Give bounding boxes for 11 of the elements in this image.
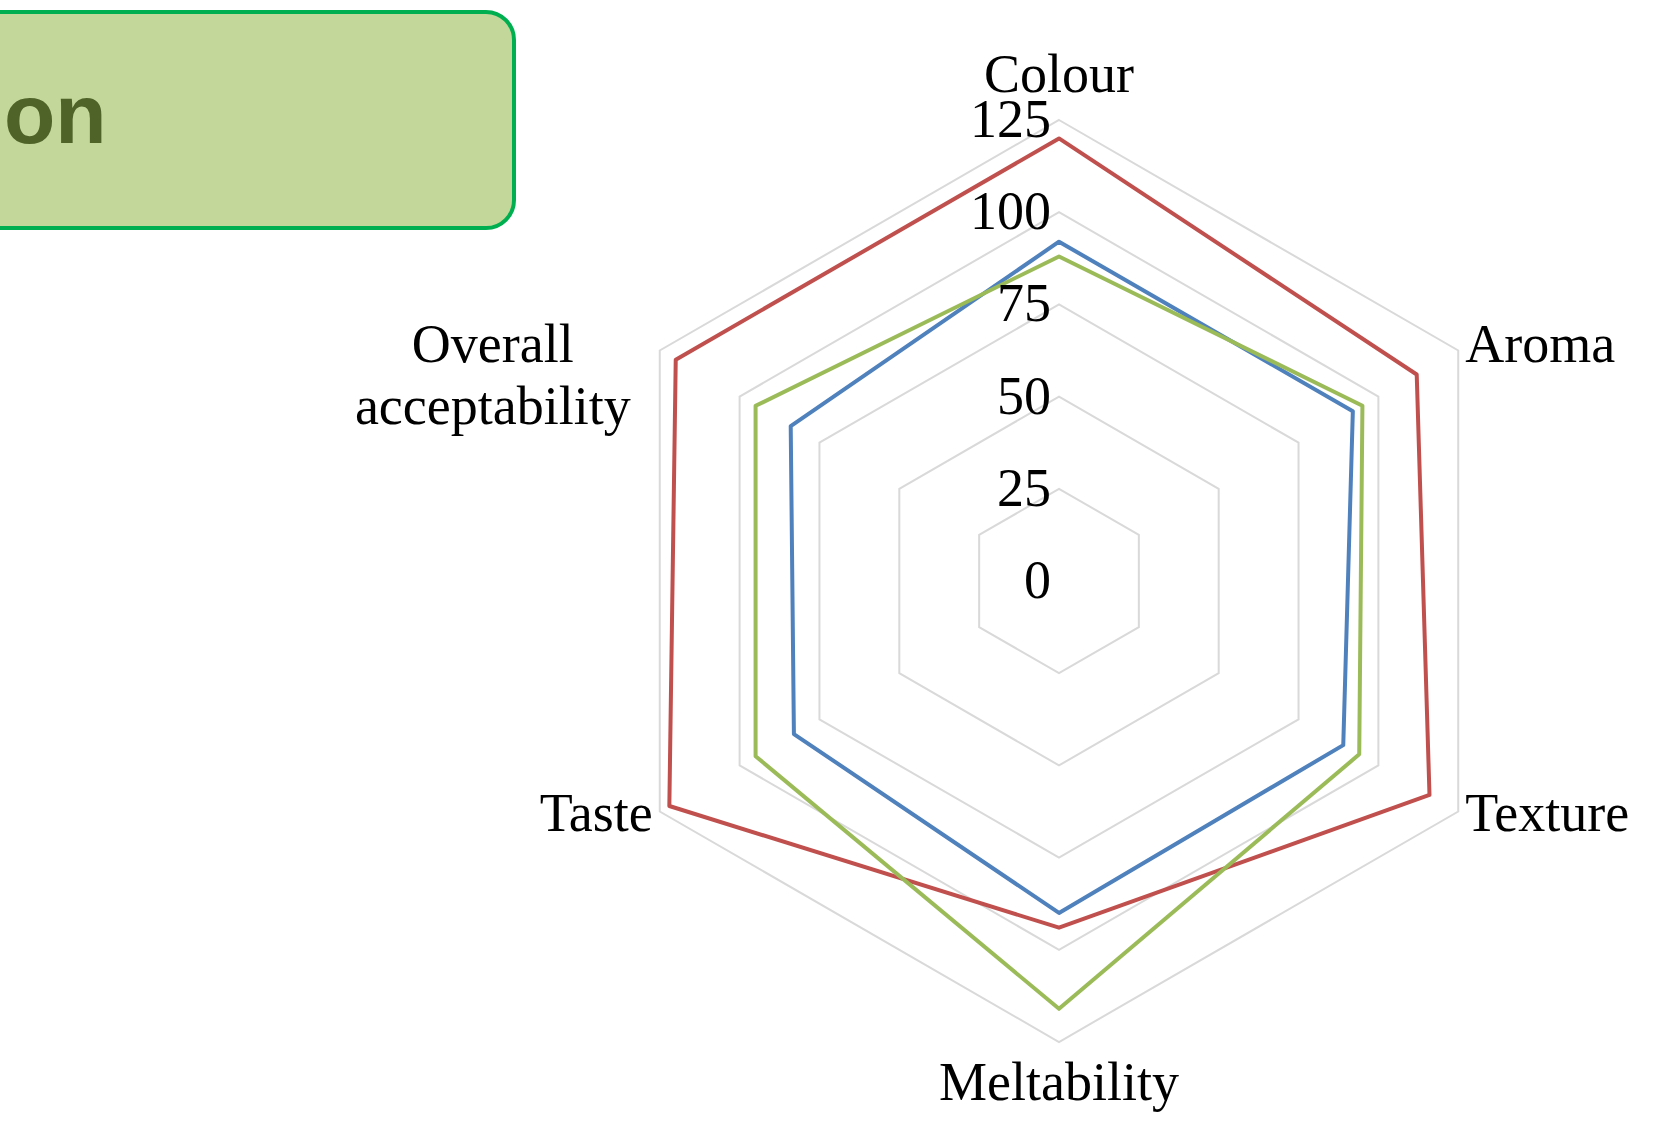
y-tick-label: 75 bbox=[997, 273, 1051, 334]
y-tick-label: 0 bbox=[1024, 550, 1051, 610]
y-tick-label: 100 bbox=[970, 181, 1051, 242]
y-tick-label: 50 bbox=[997, 365, 1051, 426]
text: on bbox=[4, 66, 107, 163]
spoke-label: Taste bbox=[539, 782, 653, 843]
spoke-label: Aroma bbox=[1465, 313, 1616, 374]
spoke-label: Meltability bbox=[939, 1052, 1179, 1112]
y-tick-label: 25 bbox=[997, 457, 1051, 518]
spoke-label: Texture bbox=[1465, 782, 1630, 843]
spoke-label: Overall acceptability bbox=[354, 313, 631, 436]
